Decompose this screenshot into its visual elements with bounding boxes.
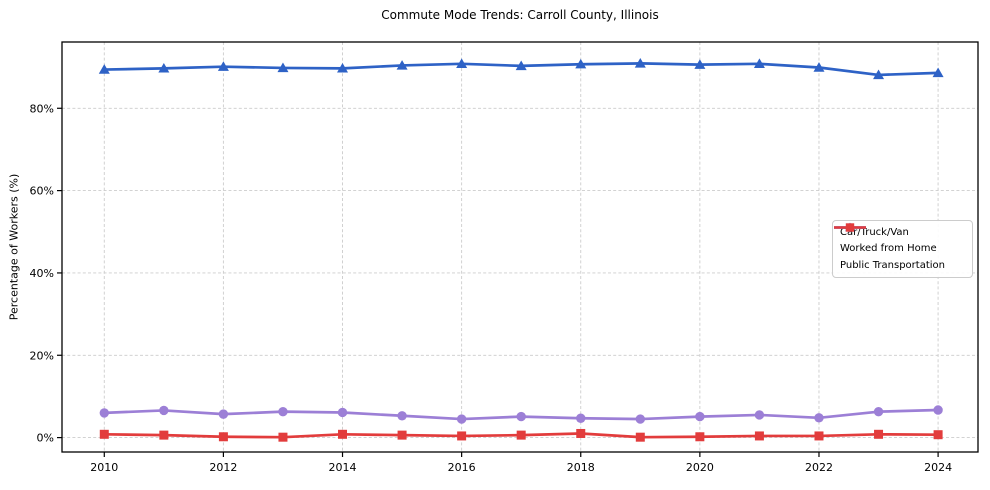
square-marker: [874, 429, 884, 439]
triangle-marker: [337, 62, 349, 73]
square-marker: [635, 432, 645, 442]
legend-item-public-transportation: Public Transportation: [834, 223, 965, 272]
square-marker: [278, 432, 288, 442]
x-tick-label: 2024: [924, 461, 952, 474]
circle-marker: [456, 414, 467, 424]
triangle-marker: [217, 61, 229, 71]
square-marker: [218, 432, 228, 442]
triangle-marker: [575, 58, 587, 69]
square-marker: [695, 432, 705, 442]
square-marker: [845, 223, 855, 232]
circle-marker: [635, 414, 646, 424]
x-tick-label: 2010: [90, 461, 118, 474]
circle-marker: [516, 411, 526, 422]
circle-marker: [397, 411, 407, 421]
x-tick-label: 2012: [209, 461, 237, 474]
square-marker: [457, 431, 467, 441]
square-marker: [99, 429, 109, 439]
square-marker: [159, 430, 169, 440]
circle-marker: [99, 408, 109, 418]
legend-item-worked-from-home: Worked from Home: [834, 223, 965, 255]
triangle-marker: [753, 58, 765, 69]
legend: Car/Truck/Van Worked from Home Public Tran…: [832, 220, 973, 278]
y-axis: 0% 20% 40% 60% 80%: [30, 102, 62, 445]
triangle-marker: [456, 58, 468, 69]
x-tick-label: 2014: [329, 461, 357, 474]
plot-border: [61, 41, 979, 453]
chart-title: Commute Mode Trends: Carroll County, Ill…: [381, 8, 659, 22]
triangle-marker: [873, 69, 885, 80]
circle-marker: [278, 406, 288, 417]
circle-marker: [576, 413, 586, 423]
y-tick-label: 40%: [30, 267, 54, 280]
circle-marker: [754, 410, 765, 420]
square-marker: [516, 430, 526, 440]
x-tick-label: 2016: [448, 461, 476, 474]
square-marker: [754, 431, 764, 441]
circle-marker: [337, 407, 348, 418]
circle-marker: [814, 413, 824, 423]
legend-label: Car/Truck/Van: [840, 226, 909, 238]
y-tick-label: 0%: [37, 432, 54, 445]
x-tick-label: 2020: [686, 461, 714, 474]
y-tick-label: 20%: [30, 349, 54, 362]
square-marker: [814, 431, 824, 441]
legend-label: Public Transportation: [840, 260, 945, 272]
square-legend-icon: [834, 223, 866, 232]
circle-marker: [159, 405, 169, 416]
triangle-marker: [158, 62, 170, 73]
square-marker: [576, 428, 586, 438]
triangle-marker: [98, 64, 110, 74]
series-worked-from-home: [99, 405, 943, 424]
square-marker: [397, 430, 407, 440]
x-tick-label: 2022: [805, 461, 833, 474]
triangle-marker: [396, 60, 408, 70]
triangle-marker: [277, 62, 289, 73]
circle-marker: [933, 405, 943, 415]
square-marker: [933, 430, 943, 440]
x-axis: 2010 2012 2014 2016 2018 2020 2022 2024: [90, 452, 952, 474]
legend-label: Worked from Home: [840, 243, 937, 255]
circle-marker: [695, 411, 705, 422]
triangle-marker: [515, 60, 527, 71]
triangle-marker: [694, 59, 706, 69]
circle-marker: [873, 406, 884, 417]
triangle-marker: [634, 58, 646, 68]
x-tick-label: 2018: [567, 461, 595, 474]
series-public-transportation: [99, 428, 943, 442]
square-marker: [338, 429, 348, 439]
series-car-truck-van: [98, 58, 944, 80]
y-tick-label: 80%: [30, 102, 54, 115]
triangle-marker: [932, 67, 944, 78]
circle-marker: [218, 409, 229, 419]
y-tick-label: 60%: [30, 185, 54, 198]
triangle-marker: [813, 62, 825, 72]
